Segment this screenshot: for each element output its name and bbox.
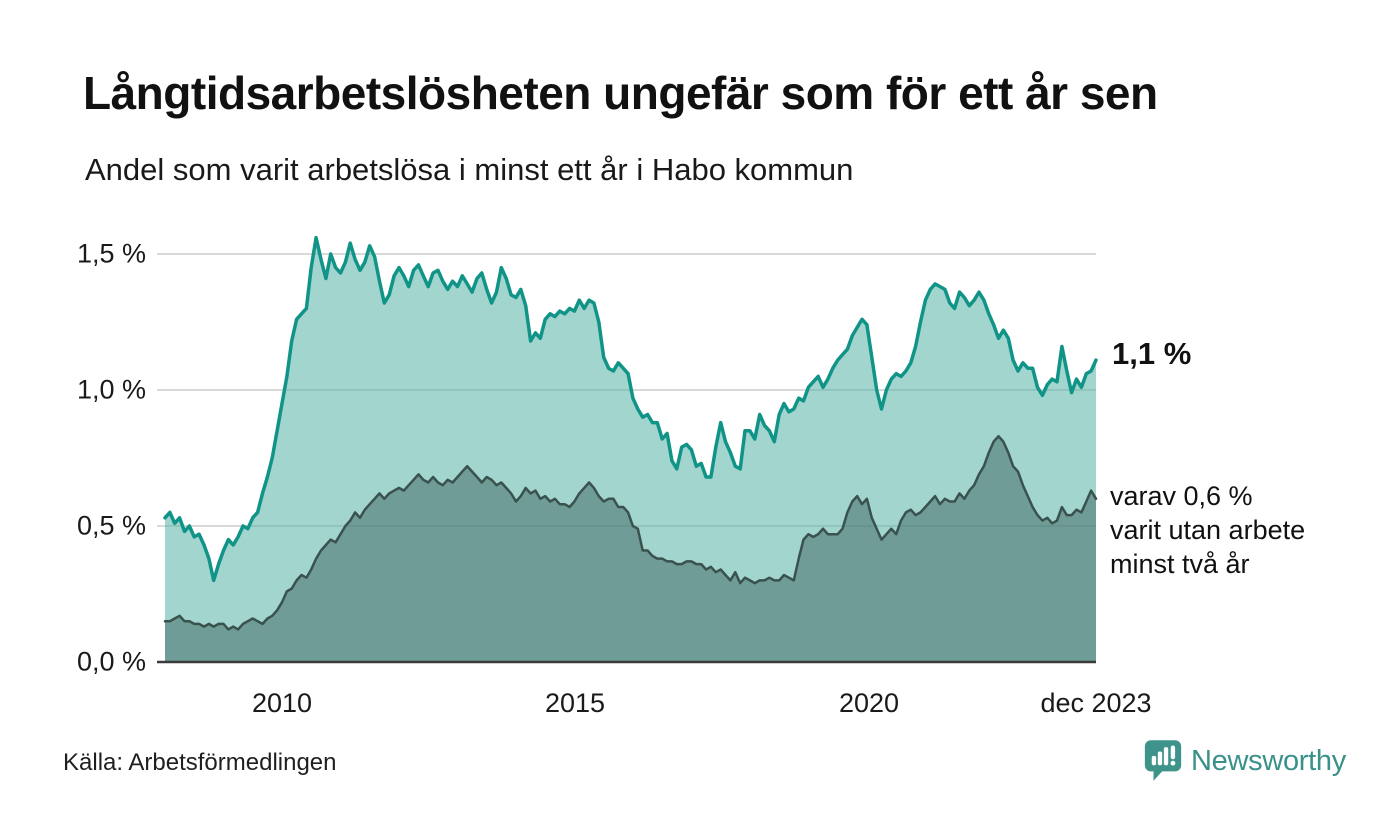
y-axis-label-1-5: 1,5 % [76, 238, 146, 269]
two-year-unemployment-line [163, 434, 1098, 631]
y-axis-label-1-0: 1,0 % [76, 374, 146, 405]
y-axis-label-0-0: 0,0 % [76, 646, 146, 677]
two-year-annotation-line-3: minst två år [1110, 549, 1250, 579]
newsworthy-logo-icon [1144, 740, 1182, 781]
x-axis-label-2015: 2015 [544, 688, 606, 718]
two-year-annotation-line-1: varav 0,6 % [1110, 481, 1253, 511]
total-unemployment-line [163, 235, 1098, 583]
page-title: Långtidsarbetslösheten ungefär som för e… [83, 67, 1158, 119]
x-axis-label-2010: 2010 [251, 688, 313, 718]
two-year-annotation: varav 0,6 % varit utan arbete minst två … [1110, 479, 1305, 581]
x-axis-label-dec-2023: dec 2023 [1040, 688, 1152, 718]
newsworthy-logo-text: Newsworthy [1191, 744, 1346, 777]
x-axis-label-2020: 2020 [838, 688, 900, 718]
two-year-annotation-line-2: varit utan arbete [1110, 515, 1306, 545]
chart-subtitle: Andel som varit arbetslösa i minst ett å… [85, 152, 854, 187]
y-axis-label-0-5: 0,5 % [76, 510, 146, 541]
newsworthy-logo: Newsworthy [1144, 739, 1346, 783]
two-year-unemployment-area [165, 436, 1096, 662]
latest-value-annotation: 1,1 % [1112, 336, 1192, 371]
source-attribution: Källa: Arbetsförmedlingen [63, 749, 337, 776]
